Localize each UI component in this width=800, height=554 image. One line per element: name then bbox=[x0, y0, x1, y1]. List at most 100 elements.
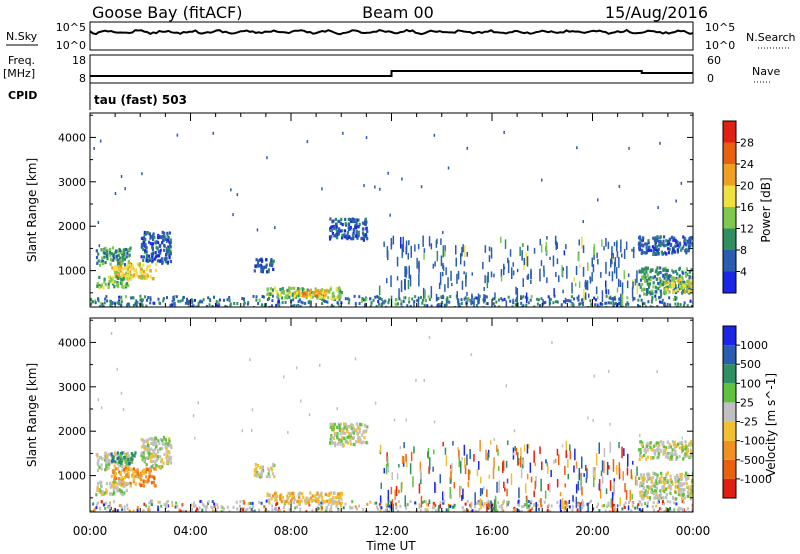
power-scatter-cell bbox=[218, 303, 221, 307]
velocity-streak-cell bbox=[585, 477, 588, 483]
power-region-5-cell bbox=[301, 287, 304, 291]
velocity-region-7-cell bbox=[355, 422, 358, 426]
power-region-8-cell bbox=[638, 246, 641, 250]
velocity-region-9-cell bbox=[640, 494, 643, 498]
power-sparse-cell bbox=[93, 147, 95, 150]
power-scatter-cell bbox=[197, 301, 200, 305]
velocity-scatter-cell bbox=[377, 507, 379, 511]
velocity-scatter-cell bbox=[95, 506, 98, 510]
power-streak-cell bbox=[526, 256, 529, 267]
power-region-9-cell bbox=[652, 285, 655, 289]
power-scatter-cell bbox=[427, 295, 430, 299]
power-scatter-cell bbox=[140, 298, 143, 302]
power-region-9-cell bbox=[641, 282, 644, 287]
velocity-region-8-cell bbox=[641, 455, 644, 459]
velocity-region-4-cell bbox=[168, 437, 171, 441]
power-region-9-cell bbox=[691, 276, 693, 280]
velocity-scatter-cell bbox=[663, 509, 666, 512]
velocity-region-8-cell bbox=[649, 441, 652, 445]
velocity-region-8-cell bbox=[689, 443, 692, 447]
power-region-9-cell bbox=[690, 268, 693, 272]
power-region-9-cell bbox=[643, 292, 646, 296]
power-scatter-cell bbox=[596, 303, 599, 307]
velocity-region-2-cell bbox=[148, 471, 151, 475]
power-region-2-cell bbox=[103, 280, 106, 284]
power-scatter-cell bbox=[604, 301, 607, 305]
power-streak-cell bbox=[416, 257, 418, 269]
velocity-scatter-cell bbox=[385, 503, 388, 507]
power-cbar-swatch-5 bbox=[723, 164, 736, 186]
velocity-region-4-cell bbox=[150, 441, 153, 446]
power-region-2-cell bbox=[104, 283, 107, 287]
power-scatter-cell bbox=[162, 297, 165, 301]
power-region-10-cell bbox=[674, 289, 677, 293]
velocity-scatter-cell bbox=[389, 507, 392, 511]
velocity-streak-cell bbox=[611, 500, 614, 512]
velocity-scatter-cell bbox=[414, 501, 417, 505]
power-streak-cell bbox=[382, 300, 384, 304]
power-streak-cell bbox=[465, 280, 467, 287]
velocity-streak-cell bbox=[418, 503, 420, 509]
power-scatter-cell bbox=[581, 301, 584, 305]
velocity-scatter-cell bbox=[527, 509, 530, 512]
power-region-7-cell bbox=[346, 233, 349, 237]
power-region-7-cell bbox=[362, 238, 365, 242]
velocity-region-9-cell bbox=[680, 477, 683, 481]
velocity-scatter-cell bbox=[638, 508, 641, 511]
power-scatter-cell bbox=[246, 302, 249, 306]
velocity-scatter-cell bbox=[136, 506, 139, 510]
velocity-scatter-cell bbox=[556, 500, 559, 504]
velocity-streak-cell bbox=[380, 482, 382, 489]
velocity-scatter-cell bbox=[294, 506, 297, 510]
velocity-sparse-cell bbox=[428, 336, 431, 339]
velocity-scatter-cell bbox=[112, 500, 115, 504]
power-region-3-cell bbox=[168, 249, 171, 253]
velocity-region-7-cell bbox=[357, 439, 360, 443]
velocity-region-7-cell bbox=[345, 427, 348, 432]
power-region-2-cell bbox=[107, 275, 111, 279]
velocity-streak-cell bbox=[616, 504, 619, 508]
velocity-scatter-cell bbox=[523, 504, 525, 508]
velocity-region-0-cell bbox=[105, 460, 108, 465]
velocity-region-8-cell bbox=[637, 448, 641, 452]
velocity-streak-cell bbox=[595, 453, 598, 466]
velocity-sparse-cell bbox=[300, 399, 302, 403]
power-scatter-cell bbox=[304, 301, 307, 305]
velocity-streak-cell bbox=[554, 458, 557, 463]
velocity-scatter-cell bbox=[634, 506, 637, 510]
power-streak-cell bbox=[400, 237, 402, 249]
power-scatter-cell bbox=[501, 298, 504, 302]
velocity-region-9-cell bbox=[652, 471, 655, 475]
power-sparse-cell bbox=[321, 187, 323, 191]
velocity-scatter-cell bbox=[464, 502, 467, 506]
power-region-9-cell bbox=[660, 292, 663, 296]
power-region-7-cell bbox=[344, 235, 347, 239]
velocity-region-7-cell bbox=[343, 436, 346, 441]
velocity-streak-cell bbox=[540, 478, 542, 492]
velocity-scatter-cell bbox=[157, 508, 160, 512]
power-region-8-cell bbox=[688, 238, 691, 243]
velocity-scatter-cell bbox=[265, 499, 268, 503]
velocity-scatter-cell bbox=[293, 510, 296, 512]
power-region-3-cell bbox=[142, 258, 145, 263]
power-region-6-cell bbox=[308, 289, 311, 293]
power-scatter-cell bbox=[594, 303, 597, 307]
power-streak-cell bbox=[444, 250, 446, 257]
velocity-scatter-cell bbox=[517, 500, 520, 504]
power-streak-cell bbox=[618, 256, 620, 268]
power-streak-cell bbox=[542, 299, 544, 306]
velocity-streak-cell bbox=[627, 453, 629, 465]
velocity-region-0-cell bbox=[96, 461, 99, 465]
power-scatter-cell bbox=[605, 301, 608, 305]
velocity-region-9-cell bbox=[641, 490, 644, 494]
power-region-5-cell bbox=[309, 295, 313, 299]
velocity-region-4-cell bbox=[161, 442, 164, 446]
velocity-region-4-cell bbox=[159, 455, 162, 459]
velocity-region-2-cell bbox=[110, 474, 113, 478]
power-streak-cell bbox=[623, 270, 625, 280]
power-scatter-cell bbox=[106, 299, 109, 303]
power-region-8-cell bbox=[660, 250, 663, 254]
power-scatter-cell bbox=[625, 303, 627, 307]
power-region-2-cell bbox=[108, 279, 111, 283]
velocity-sparse-cell bbox=[592, 419, 594, 422]
